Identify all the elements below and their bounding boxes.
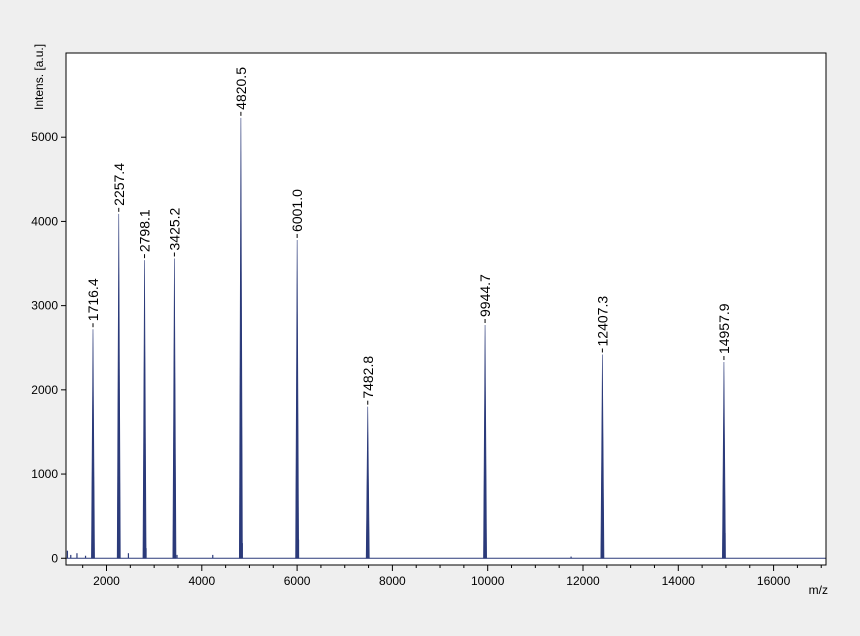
y-tick-label: 1000 <box>31 467 58 481</box>
y-axis-title: Intens. [a.u.] <box>32 44 46 110</box>
peak-label: 12407.3 <box>594 296 610 347</box>
spectrum-peak <box>91 329 95 559</box>
x-tick-label: 8000 <box>379 574 406 588</box>
peak-label: 2257.4 <box>111 163 127 206</box>
spectrum-peak <box>365 406 370 559</box>
y-tick-label: 2000 <box>31 383 58 397</box>
x-tick-label: 10000 <box>471 574 505 588</box>
y-tick-label: 3000 <box>31 299 58 313</box>
plot-background <box>66 53 826 565</box>
spectrum-peak <box>722 362 726 559</box>
peak-label: 2798.1 <box>137 209 153 252</box>
peak-label: 7482.8 <box>360 356 376 399</box>
x-tick-label: 2000 <box>93 574 120 588</box>
y-tick-label: 4000 <box>31 214 58 228</box>
plot-area: 0 1000 2000 3000 4000 5000 2000 4000 6000 8000 100… <box>31 52 827 588</box>
plot-frame <box>65 52 827 566</box>
x-axis-title: m/z <box>809 583 828 597</box>
peak-label: 6001.0 <box>289 189 305 232</box>
peak-label: 3425.2 <box>166 207 182 250</box>
peak-label: 4820.5 <box>233 67 249 110</box>
y-tick-label: 5000 <box>31 130 58 144</box>
x-tick-label: 6000 <box>284 574 311 588</box>
peak-label: 9944.7 <box>477 274 493 317</box>
peak-label: 1716.4 <box>85 278 101 321</box>
spectrum-peak <box>295 239 300 559</box>
x-tick-label: 12000 <box>566 574 600 588</box>
spectrum-peak <box>600 354 605 559</box>
spectrum-peak <box>172 258 177 559</box>
spectrum-peak <box>142 260 147 559</box>
spectrum-peak <box>483 324 487 559</box>
peak-label: 14957.9 <box>716 303 732 354</box>
x-tick-label: 16000 <box>757 574 791 588</box>
x-tick-label: 14000 <box>662 574 696 588</box>
spectrum-peak <box>116 213 121 559</box>
y-tick-label: 0 <box>51 551 58 565</box>
x-tick-label: 4000 <box>188 574 215 588</box>
spectrum-peak <box>238 117 243 559</box>
